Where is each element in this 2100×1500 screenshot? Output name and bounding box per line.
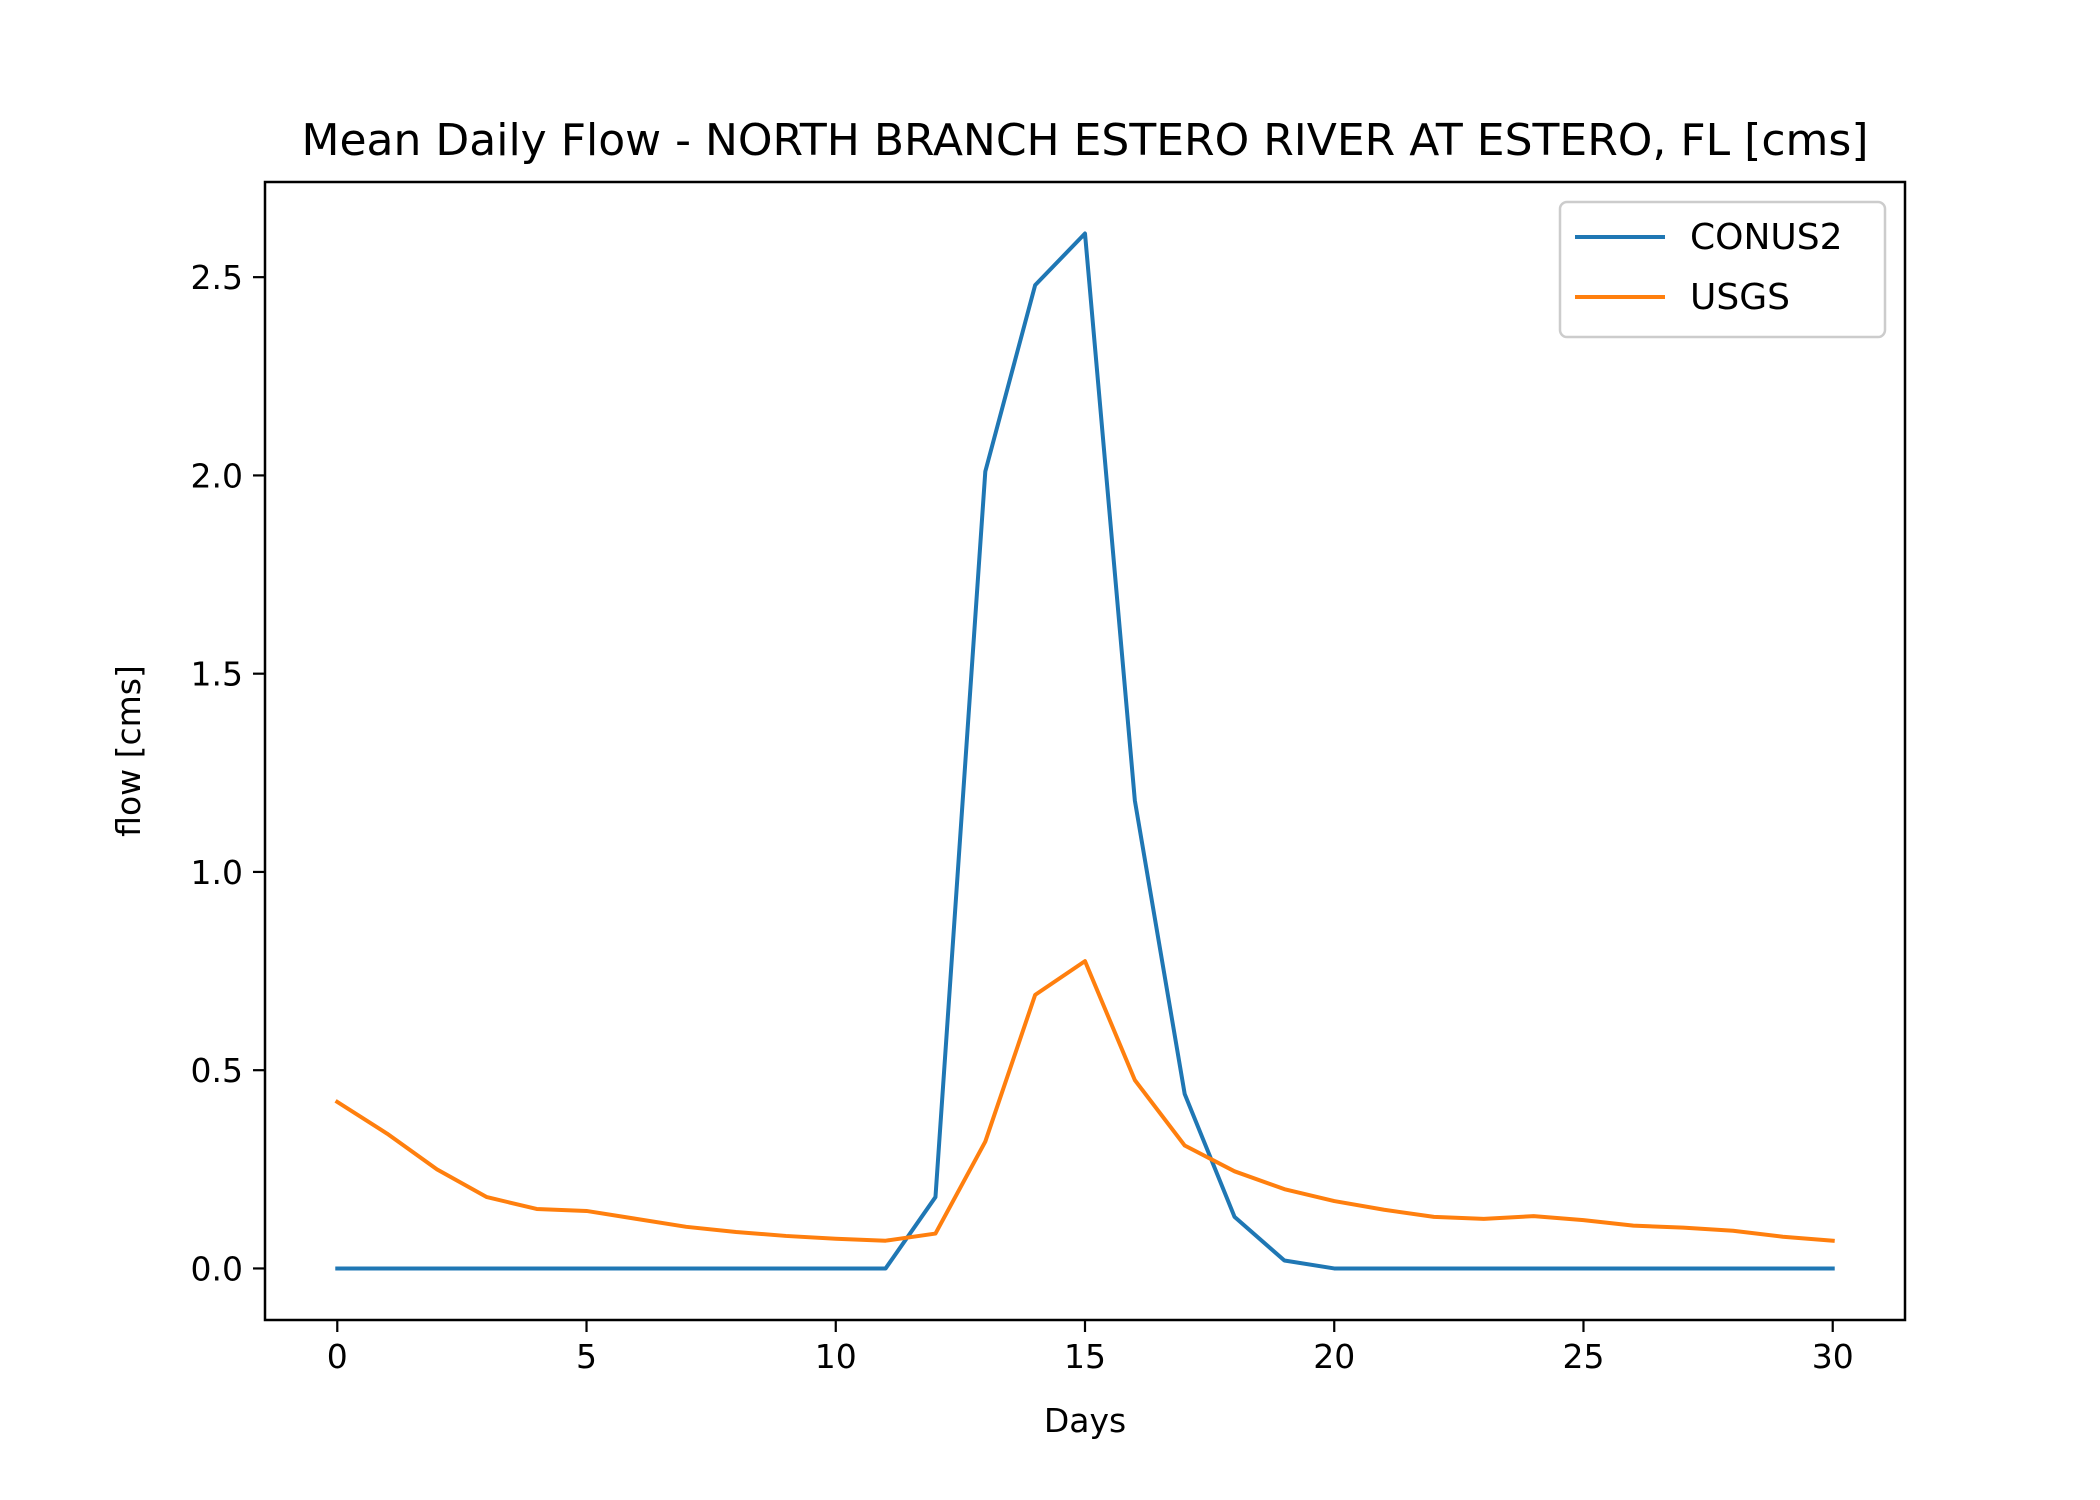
- x-axis-ticks: 0 5 10 15 20 25 30: [327, 1320, 1854, 1376]
- y-tick-label: 1.0: [191, 853, 243, 892]
- chart-title: Mean Daily Flow - NORTH BRANCH ESTERO RI…: [302, 115, 1869, 166]
- y-tick-label: 0.0: [191, 1249, 243, 1288]
- series-line-usgs: [334, 959, 1835, 1243]
- legend-label: CONUS2: [1690, 217, 1843, 258]
- x-tick-label: 5: [576, 1337, 597, 1376]
- y-axis-label: flow [cms]: [109, 665, 148, 837]
- legend-label: USGS: [1690, 277, 1790, 318]
- x-tick-label: 20: [1313, 1337, 1355, 1376]
- x-tick-label: 30: [1812, 1337, 1854, 1376]
- legend: CONUS2 USGS: [1558, 200, 1887, 339]
- y-tick-label: 2.0: [191, 456, 243, 495]
- x-tick-label: 25: [1562, 1337, 1604, 1376]
- x-axis-label: Days: [1044, 1401, 1126, 1440]
- series-line-conus2: [335, 231, 1835, 1271]
- y-axis-ticks: 0.0 0.5 1.0 1.5 2.0 2.5: [191, 258, 265, 1288]
- x-tick-label: 0: [327, 1337, 348, 1376]
- x-tick-label: 10: [815, 1337, 857, 1376]
- series-layer: [334, 231, 1835, 1271]
- x-tick-label: 15: [1064, 1337, 1106, 1376]
- y-tick-label: 2.5: [191, 258, 243, 297]
- y-tick-label: 0.5: [191, 1051, 243, 1090]
- y-tick-label: 1.5: [191, 655, 243, 694]
